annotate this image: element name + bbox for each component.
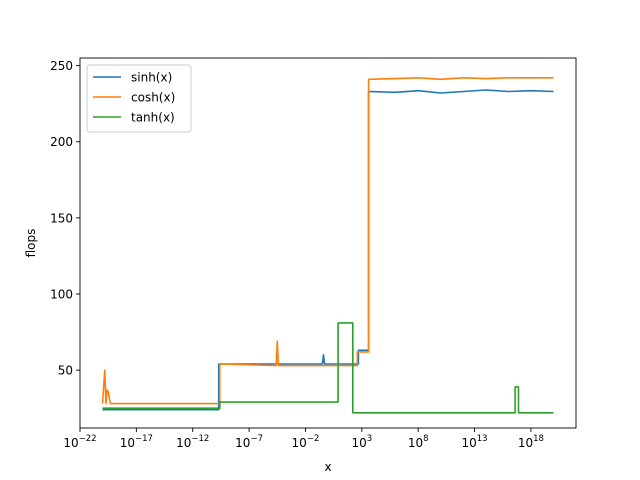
x-tick-label: 108 [408, 434, 429, 450]
legend-label-2: tanh(x) [131, 111, 175, 125]
plot-lines [101, 77, 554, 414]
legend-label-1: cosh(x) [131, 91, 175, 105]
series-line-0 [102, 89, 554, 411]
x-tick-label: 1013 [461, 434, 487, 450]
y-tick-label: 50 [58, 364, 73, 378]
x-tick-label: 10−2 [292, 434, 320, 450]
series-line-1 [101, 77, 554, 405]
y-tick-label: 150 [50, 211, 73, 225]
x-axis: 10−22 10−17 10−12 10−7 10−2 103 108 1013 1018 [63, 428, 544, 450]
x-axis-label: x [324, 460, 331, 474]
axes-frame [79, 57, 577, 429]
x-tick-label: 103 [351, 434, 372, 450]
y-tick-label: 100 [50, 288, 73, 302]
x-tick-label: 10−22 [63, 434, 96, 450]
y-tick-label: 250 [50, 59, 73, 73]
legend-box [86, 64, 192, 133]
legend: sinh(x) cosh(x) tanh(x) [86, 64, 192, 133]
y-axis-label: flops [24, 229, 38, 258]
x-tick-label: 10−12 [176, 434, 209, 450]
y-axis: 50 100 150 200 250 [50, 59, 80, 378]
y-tick-label: 200 [50, 135, 73, 149]
x-tick-label: 1018 [518, 434, 544, 450]
x-tick-label: 10−17 [120, 434, 153, 450]
legend-label-0: sinh(x) [131, 71, 172, 85]
x-tick-label: 10−7 [235, 434, 263, 450]
series-line-2 [102, 322, 554, 414]
